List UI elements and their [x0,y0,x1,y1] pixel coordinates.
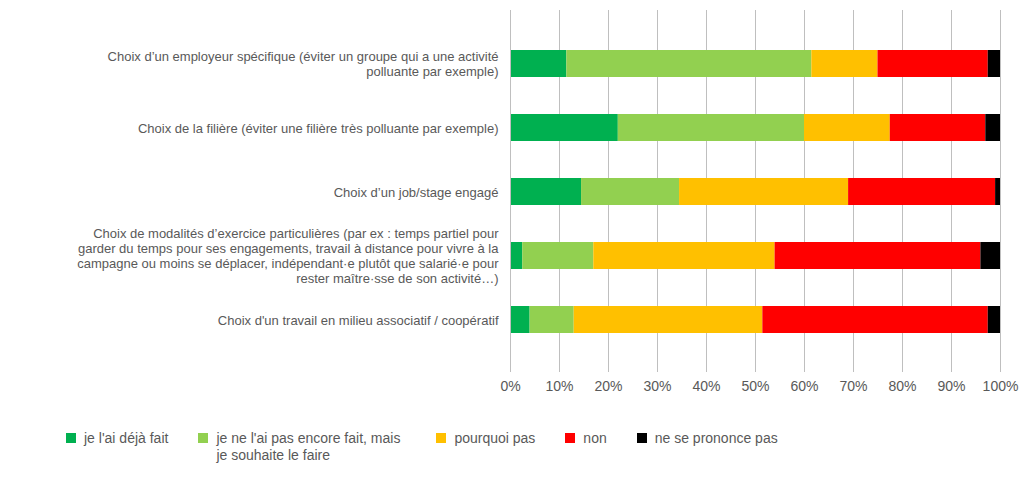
svg-text:80%: 80% [888,378,916,394]
svg-text:50%: 50% [741,378,769,394]
svg-text:Choix d'un travail en milieu a: Choix d'un travail en milieu associatif … [218,313,499,328]
svg-text:Choix d’un job/stage engagé: Choix d’un job/stage engagé [334,185,499,200]
svg-text:10%: 10% [545,378,573,394]
svg-text:100%: 100% [983,378,1019,394]
svg-text:60%: 60% [790,378,818,394]
svg-text:Choix d’un employeur spécifiqu: Choix d’un employeur spécifique (éviter … [108,49,499,79]
svg-text:30%: 30% [643,378,671,394]
svg-text:90%: 90% [937,378,965,394]
svg-text:70%: 70% [839,378,867,394]
svg-text:Choix de la filière (éviter un: Choix de la filière (éviter une filière … [138,121,499,136]
svg-text:0%: 0% [500,378,520,394]
svg-text:40%: 40% [692,378,720,394]
svg-text:Choix de modalités d’exercice: Choix de modalités d’exercice particuliè… [77,226,499,286]
svg-text:20%: 20% [594,378,622,394]
